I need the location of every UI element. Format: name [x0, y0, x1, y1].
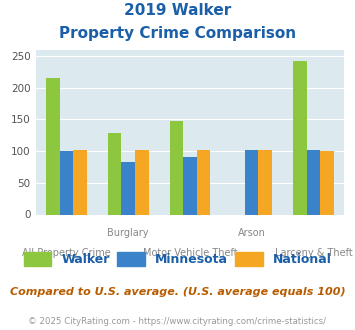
Text: Burglary: Burglary	[108, 228, 149, 238]
Legend: Walker, Minnesota, National: Walker, Minnesota, National	[18, 247, 337, 271]
Bar	[170, 120, 183, 214]
Bar	[258, 150, 272, 214]
Bar	[135, 150, 148, 214]
Text: Motor Vehicle Theft: Motor Vehicle Theft	[143, 248, 237, 257]
Bar	[60, 151, 73, 214]
Bar	[320, 151, 334, 214]
Text: © 2025 CityRating.com - https://www.cityrating.com/crime-statistics/: © 2025 CityRating.com - https://www.city…	[28, 317, 327, 326]
Bar	[293, 61, 307, 214]
Text: 2019 Walker: 2019 Walker	[124, 3, 231, 18]
Text: Larceny & Theft: Larceny & Theft	[274, 248, 353, 257]
Text: Compared to U.S. average. (U.S. average equals 100): Compared to U.S. average. (U.S. average …	[10, 287, 345, 297]
Bar	[245, 150, 258, 214]
Bar	[307, 150, 320, 214]
Bar	[73, 150, 87, 214]
Bar	[121, 162, 135, 214]
Bar	[108, 133, 121, 214]
Bar	[46, 78, 60, 214]
Text: All Property Crime: All Property Crime	[22, 248, 111, 257]
Text: Arson: Arson	[238, 228, 266, 238]
Bar	[183, 157, 197, 214]
Bar	[197, 150, 210, 214]
Text: Property Crime Comparison: Property Crime Comparison	[59, 26, 296, 41]
